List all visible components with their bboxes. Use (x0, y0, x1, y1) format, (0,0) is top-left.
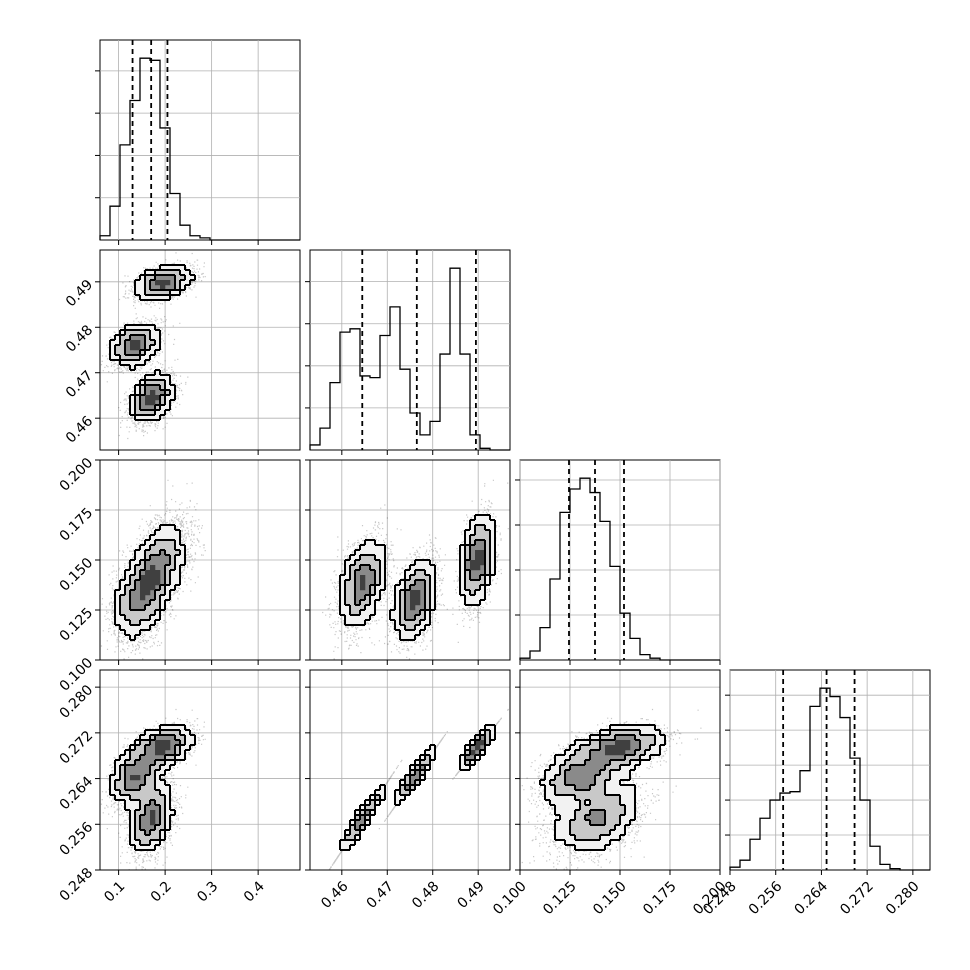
x-tick-label: 0.46 (318, 878, 351, 911)
y-tick-label: 0.125 (57, 605, 97, 645)
y-tick-label: 0.200 (57, 455, 97, 495)
x-tick-label: 0.49 (455, 878, 488, 911)
x-tick-label: 0.150 (590, 878, 630, 918)
ticks-3-0 (95, 686, 259, 875)
x-tick-label: 0.47 (364, 878, 397, 911)
contour-line-2 (124, 274, 176, 411)
x-tick-label: 0.264 (792, 878, 832, 918)
contour-level-3 (605, 740, 631, 756)
y-tick-label: 0.272 (57, 728, 97, 768)
y-tick-label: 0.49 (63, 277, 96, 310)
y-tick-label: 0.248 (57, 865, 97, 905)
density-2-0 (100, 479, 206, 660)
contour-line-2 (129, 549, 171, 611)
contour-level-3 (130, 280, 171, 406)
x-tick-label: 0.175 (640, 878, 680, 918)
x-tick-label: 0.4 (241, 878, 268, 905)
ticks-3-2 (515, 686, 721, 875)
contour-line-1 (114, 269, 186, 416)
y-tick-label: 0.150 (57, 555, 97, 595)
y-tick-label: 0.47 (63, 368, 96, 401)
contour-level-1 (550, 730, 656, 841)
contour-level-1 (115, 730, 186, 846)
density-2-1 (322, 479, 509, 660)
contour-line-1 (549, 729, 656, 841)
ticks-2-1 (305, 459, 479, 665)
contour-level-3 (470, 740, 486, 756)
ticks-0-0 (95, 70, 259, 245)
y-tick-label: 0.175 (57, 505, 97, 545)
axes-frame (99, 249, 301, 451)
x-tick-label: 0.1 (101, 878, 128, 905)
contour-line-0 (114, 524, 186, 641)
y-tick-label: 0.46 (63, 413, 96, 446)
ticks-1-1 (305, 281, 479, 455)
histogram-1 (309, 267, 510, 451)
axes-3-3 (729, 669, 931, 871)
x-tick-label: 0.280 (883, 878, 923, 918)
ticks-2-2 (515, 479, 721, 665)
ticks-3-3 (725, 694, 914, 875)
contour-line-0 (109, 724, 196, 851)
contour-level-1 (345, 525, 491, 631)
histogram-0 (99, 57, 300, 241)
contour-line-2 (354, 539, 486, 621)
contour-line-2 (354, 734, 486, 831)
x-tick-label: 0.272 (837, 878, 877, 918)
density-3-2 (521, 708, 702, 870)
contour-line-2 (564, 734, 641, 826)
x-tick-label: 0.3 (194, 878, 221, 905)
density-1-0 (100, 252, 206, 440)
x-tick-label: 0.2 (148, 878, 175, 905)
contour-level-2 (565, 735, 641, 826)
ticks-2-0 (95, 459, 259, 665)
y-tick-label: 0.256 (57, 819, 97, 859)
contour-line-0 (539, 724, 666, 851)
axes-frame (309, 669, 511, 871)
histogram-3 (729, 687, 930, 871)
axes-frame (99, 669, 301, 871)
contour-level-3 (140, 565, 161, 601)
grid-1-1 (341, 250, 479, 450)
y-tick-label: 0.264 (57, 773, 97, 813)
x-tick-label: 0.48 (409, 878, 442, 911)
contour-line-0 (109, 264, 196, 421)
contour-line-2 (124, 734, 181, 836)
x-tick-label: 0.100 (490, 878, 530, 918)
ticks-3-1 (305, 686, 479, 875)
x-tick-label: 0.256 (746, 878, 786, 918)
contour-level-1 (115, 270, 186, 416)
contour-line-1 (344, 524, 491, 631)
y-tick-label: 0.48 (63, 322, 96, 355)
contour-level-3 (130, 740, 171, 826)
grid-3-3 (729, 670, 914, 870)
density-3-1 (328, 708, 509, 870)
ticks-1-0 (95, 281, 259, 455)
density-3-0 (100, 708, 206, 870)
contour-line-1 (119, 539, 181, 626)
contour-line-0 (339, 514, 496, 641)
histogram-2 (519, 477, 720, 661)
x-tick-label: 0.125 (540, 878, 580, 918)
